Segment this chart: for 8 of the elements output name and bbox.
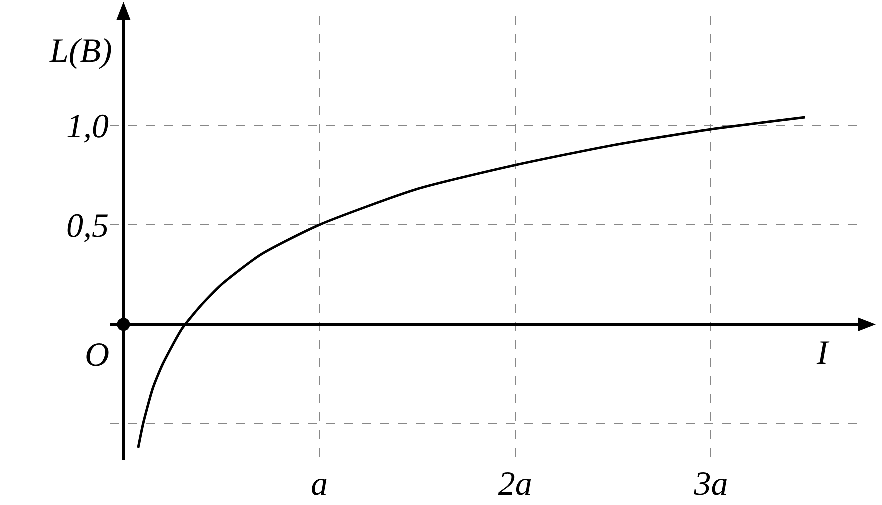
annotation: O <box>85 337 110 374</box>
x-tick-label: 3a <box>693 466 728 503</box>
x-tick-label: a <box>311 466 328 503</box>
y-tick-label: 1,0 <box>66 108 109 146</box>
x-tick-label: 2a <box>498 466 532 503</box>
x-axis-title: I <box>816 335 830 372</box>
y-axis-title: L(B) <box>49 33 112 70</box>
y-tick-label: 0,5 <box>66 208 109 245</box>
